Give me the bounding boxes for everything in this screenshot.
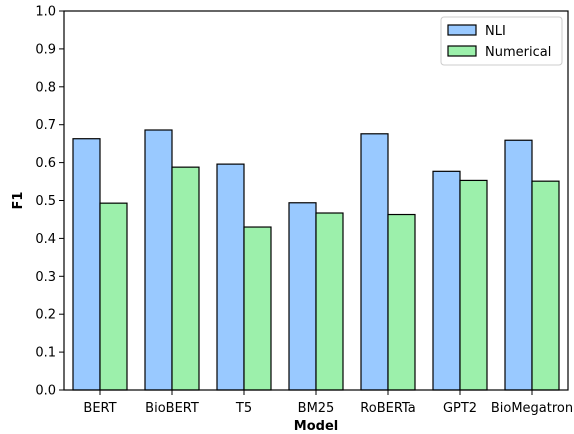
y-tick-label: 0.3 [35,270,56,285]
y-tick-label: 0.6 [35,156,56,171]
bar-numerical-roberta [387,213,416,391]
x-tick-label: BM25 [298,401,335,416]
legend-label-numerical: Numerical [485,45,551,60]
y-tick-label: 0.4 [35,232,56,247]
bar-numerical-gpt2 [459,179,488,391]
x-tick-label: T5 [235,401,252,416]
y-axis-title: F1 [11,192,26,210]
x-axis: BERT BioBERT T5 BM25 RoBERTa GPT2 BioMegatron [83,390,573,416]
bar-nli-bert [72,138,101,391]
bar-nli-roberta [360,133,389,391]
bar-numerical-t5 [243,226,272,391]
x-axis-title: Model [294,419,338,434]
y-tick-label: 0.0 [35,384,56,399]
bar-nli-bm25 [288,202,317,391]
legend-label-nli: NLI [485,24,506,39]
legend: NLI Numerical [440,16,563,66]
x-tick-label: GPT2 [443,401,477,416]
bar-nli-biomegatron [504,139,533,391]
bar-numerical-biobert [171,166,200,391]
x-tick-label: RoBERTa [360,401,415,416]
y-tick-label: 1.0 [35,5,56,20]
bar-nli-biobert [144,129,173,391]
bar-numerical-bert [99,202,128,391]
x-tick-label: BioBERT [145,401,199,416]
y-tick-label: 0.9 [35,42,56,57]
bars-layer [72,129,560,391]
y-tick-label: 0.5 [35,194,56,209]
bar-nli-t5 [216,163,245,391]
legend-swatch-numerical [447,45,477,57]
legend-swatch-nli [447,24,477,36]
y-tick-label: 0.2 [35,308,56,323]
y-tick-label: 0.1 [35,346,56,361]
bar-numerical-bm25 [315,212,344,391]
y-tick-label: 0.8 [35,80,56,95]
bar-numerical-biomegatron [531,180,560,391]
x-tick-label: BERT [83,401,116,416]
y-tick-label: 0.7 [35,118,56,133]
y-axis: 0.0 0.1 0.2 0.3 0.4 0.5 0.6 0.7 0.8 0.9 1.0 [35,5,64,399]
bar-nli-gpt2 [432,170,461,391]
x-tick-label: BioMegatron [491,401,573,416]
